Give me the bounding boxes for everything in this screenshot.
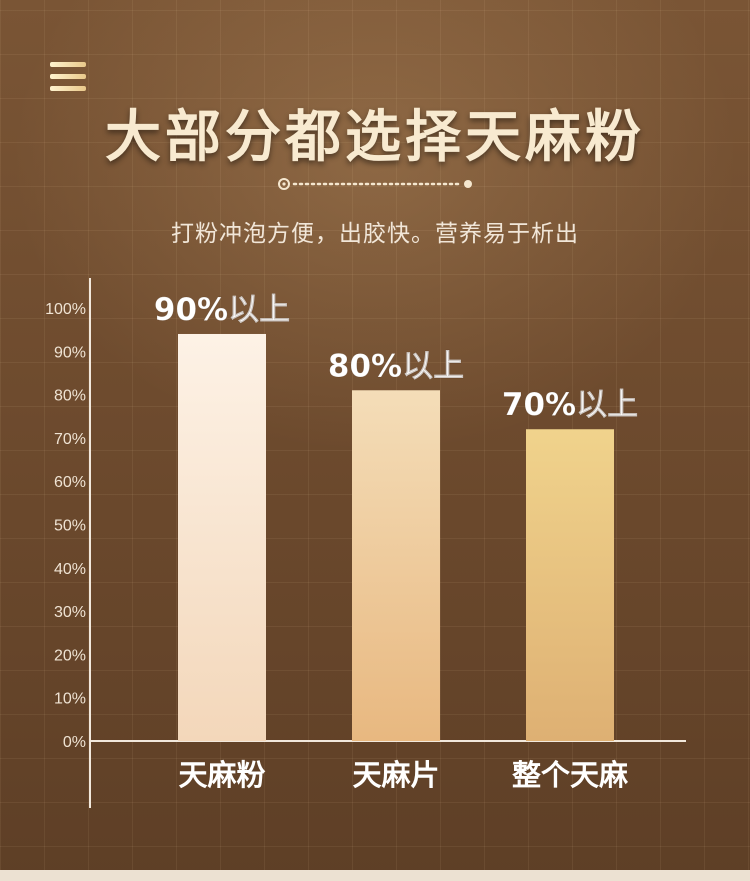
bar	[178, 333, 266, 741]
bar	[352, 390, 440, 741]
bar-value-label: 80%以上	[328, 348, 464, 384]
dotted-divider-icon	[278, 178, 472, 190]
y-tick-label: 30%	[54, 604, 86, 621]
category-label: 整个天麻	[512, 758, 629, 792]
y-tick-label: 10%	[54, 691, 86, 708]
bar-chart: 0% 10% 20% 30% 40% 50% 60% 70% 80% 90% 100% 90%以上天麻…	[45, 278, 686, 808]
y-tick-label: 0%	[63, 734, 86, 751]
y-tick-label: 20%	[54, 647, 86, 664]
y-tick-label: 90%	[54, 344, 86, 361]
footer-strip	[0, 870, 750, 881]
y-tick-label: 40%	[54, 561, 86, 578]
menu-icon[interactable]	[50, 62, 86, 92]
y-tick-label: 80%	[54, 388, 86, 405]
y-tick-label: 100%	[45, 301, 86, 318]
bar-value-label: 90%以上	[154, 292, 290, 328]
y-tick-label: 60%	[54, 474, 86, 491]
category-label: 天麻片	[352, 758, 439, 792]
subtitle: 打粉冲泡方便，出胶快。营养易于析出	[171, 221, 579, 247]
category-label: 天麻粉	[178, 758, 265, 792]
bar-value-label: 70%以上	[502, 387, 638, 423]
bar	[526, 429, 614, 741]
page-title: 大部分都选择天麻粉	[105, 105, 645, 170]
y-tick-label: 50%	[54, 518, 86, 535]
y-tick-label: 70%	[54, 431, 86, 448]
